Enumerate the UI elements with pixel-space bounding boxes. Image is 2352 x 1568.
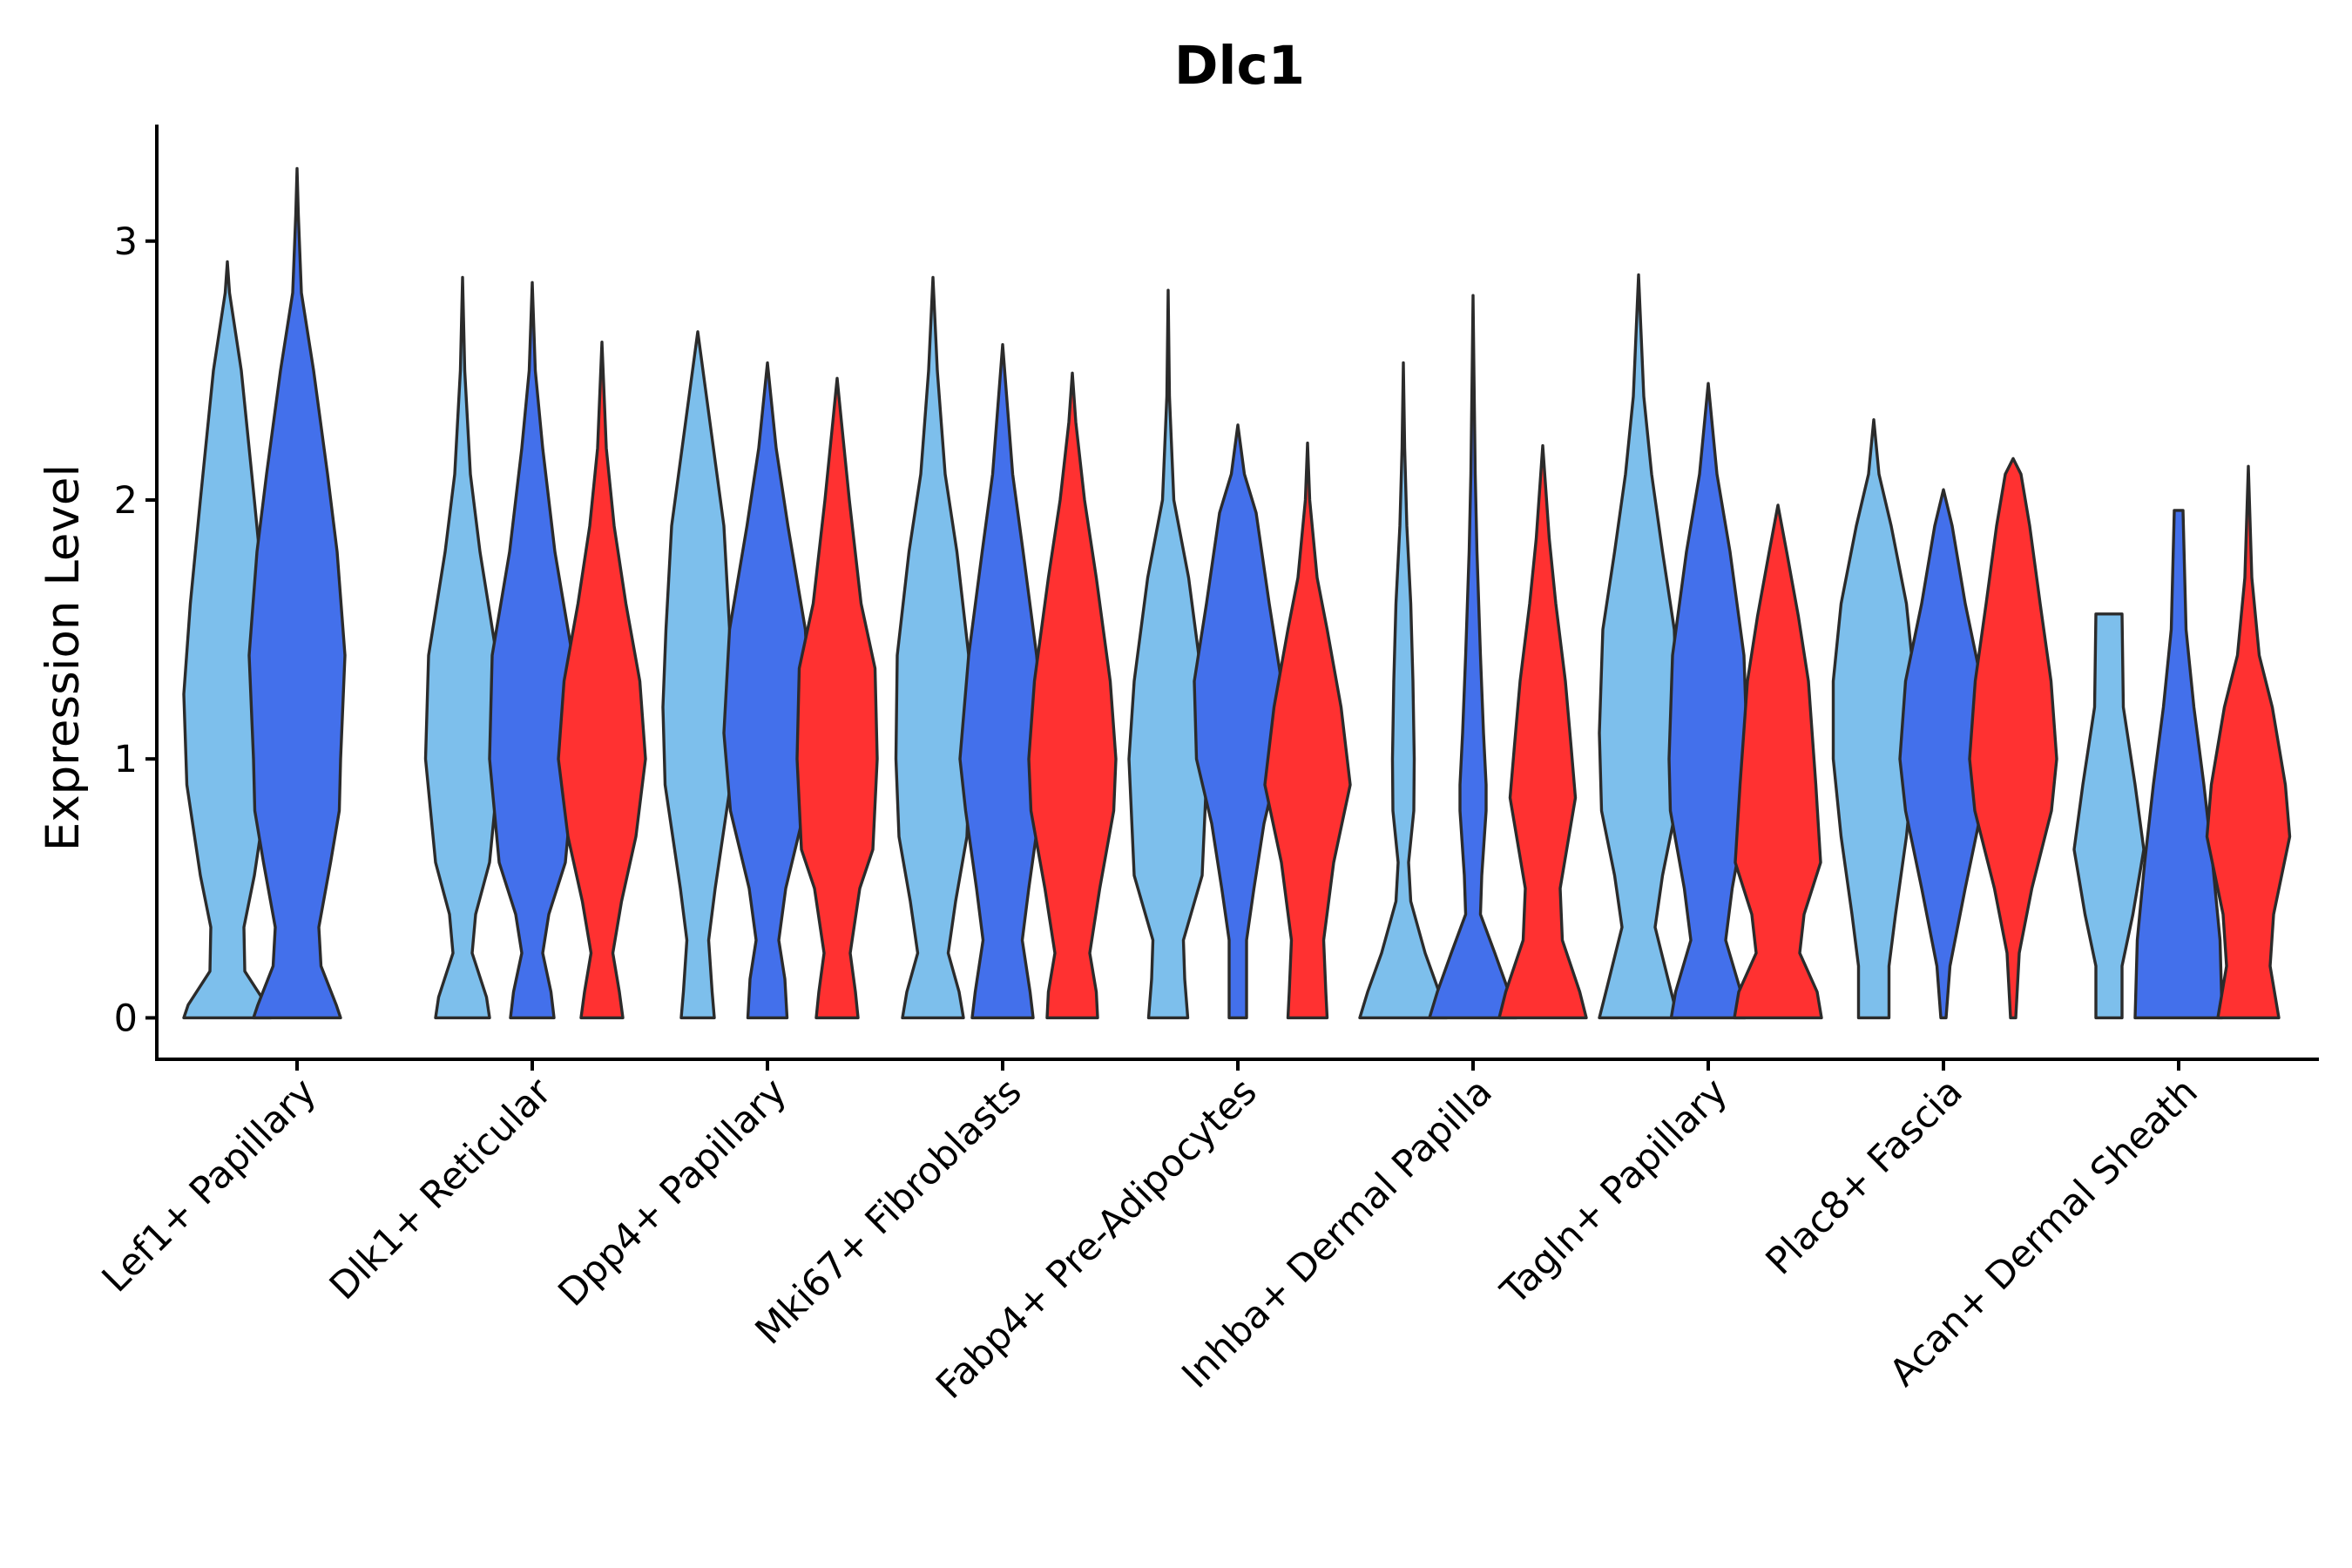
y-tick-label-0: 0 (114, 997, 138, 1040)
x-tick-label-mki67-fibroblasts: Mki67+ Fibroblasts (747, 1070, 1031, 1353)
violin-tagln-papillary-series-2 (1667, 382, 1749, 1020)
x-tick-label-lef1-papillary: Lef1+ Papillary (94, 1070, 325, 1301)
violin-dlk1-reticular-series-3 (557, 341, 647, 1020)
violins-group (182, 166, 2292, 1020)
violin-mki67-fibroblasts-series-3 (1027, 371, 1118, 1020)
violin-inhba-dermal-papilla-series-3 (1497, 443, 1588, 1020)
violin-acan-dermal-sheath-series-1 (2072, 612, 2146, 1020)
violin-fabp4-pre-adipocytes-series-3 (1263, 441, 1352, 1020)
x-tick-label-dpp4-papillary: Dpp4+ Papillary (551, 1070, 795, 1315)
violin-acan-dermal-sheath-series-3 (2205, 464, 2292, 1020)
x-tick-label-dlk1-reticular: Dlk1+ Reticular (321, 1070, 560, 1308)
violin-inhba-dermal-papilla-series-1 (1358, 361, 1449, 1020)
violin-inhba-dermal-papilla-series-2 (1428, 294, 1518, 1020)
chart-title: Dlc1 (1174, 35, 1305, 97)
y-tick-label-1: 1 (114, 738, 138, 781)
violin-mki67-fibroblasts-series-2 (958, 342, 1047, 1020)
violin-tagln-papillary-series-3 (1733, 504, 1823, 1020)
violin-dpp4-papillary-series-3 (795, 376, 879, 1020)
violin-plac8-fascia-series-3 (1968, 456, 2058, 1020)
violin-dlk1-reticular-series-2 (488, 280, 577, 1020)
violin-lef1-papillary-series-1 (182, 260, 273, 1020)
violin-dlk1-reticular-series-1 (423, 275, 502, 1020)
y-ticks-group: 0 1 2 3 (114, 220, 157, 1040)
violin-lef1-papillary-series-2 (247, 166, 347, 1020)
y-tick-label-2: 2 (114, 479, 138, 523)
violin-dpp4-papillary-series-1 (661, 330, 734, 1020)
violin-mki67-fibroblasts-series-1 (894, 275, 972, 1020)
x-tick-label-plac8-fascia: Plac8+ Fascia (1758, 1070, 1971, 1283)
y-axis-label: Expression Level (37, 464, 90, 851)
violin-tagln-papillary-series-1 (1598, 273, 1680, 1020)
y-tick-label-3: 3 (114, 220, 138, 264)
violin-fabp4-pre-adipocytes-series-2 (1193, 423, 1283, 1020)
violin-fabp4-pre-adipocytes-series-1 (1127, 288, 1209, 1020)
violin-acan-dermal-sheath-series-2 (2133, 509, 2224, 1020)
x-tick-label-tagln-papillary: Tagln+ Papillary (1492, 1070, 1736, 1314)
violin-dpp4-papillary-series-2 (722, 361, 813, 1020)
